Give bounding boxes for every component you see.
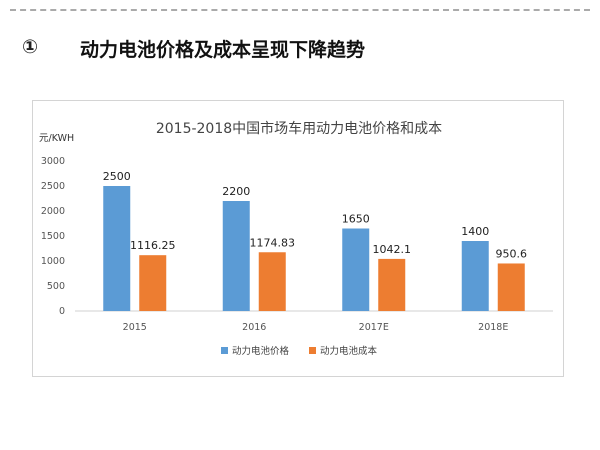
y-tick-label: 500 [47,281,65,292]
y-axis-unit: 元/KWH [39,133,74,144]
legend-swatch-cost [309,347,316,354]
y-tick-label: 3000 [41,156,65,167]
bar-cost-2016 [258,252,286,311]
data-label-cost-2016: 1174.83 [250,236,296,249]
bar-cost-2018E [497,263,525,311]
bar-price-2016 [222,201,250,311]
data-label-price-2018E: 1400 [461,225,489,238]
y-tick-label: 1000 [41,256,65,267]
legend-swatch-price [221,347,228,354]
bar-price-2018E [461,241,489,311]
slide-number: ① [22,36,39,58]
chart-frame: 2015-2018中国市场车用动力电池价格和成本 元/KWH 0 500 1000 1… [32,100,564,377]
data-label-cost-2018E: 950.6 [496,247,528,260]
data-label-price-2015: 2500 [103,170,131,183]
data-label-price-2017E: 1650 [342,213,370,226]
slide-heading: 动力电池价格及成本呈现下降趋势 [80,39,366,61]
bar-cost-2017E [378,258,406,311]
data-label-cost-2017E: 1042.1 [373,243,412,256]
x-category-label: 2018E [478,322,508,333]
y-tick-label: 1500 [41,231,65,242]
legend-label-price: 动力电池价格 [232,345,290,357]
bar-price-2017E [342,228,370,311]
y-tick-label: 2500 [41,181,65,192]
legend-label-cost: 动力电池成本 [320,345,378,357]
bar-cost-2015 [139,255,167,311]
bar-chart: 2015-2018中国市场车用动力电池价格和成本 元/KWH 0 500 1000 1… [39,120,553,357]
y-tick-label: 0 [59,306,65,317]
x-category-label: 2015 [123,322,147,333]
y-tick-label: 2000 [41,206,65,217]
chart-title: 2015-2018中国市场车用动力电池价格和成本 [156,120,442,137]
x-category-label: 2016 [242,322,266,333]
data-label-price-2016: 2200 [222,185,250,198]
data-label-cost-2015: 1116.25 [130,239,176,252]
x-category-label: 2017E [359,322,389,333]
top-dashed-divider [10,9,590,11]
bar-price-2015 [103,186,131,311]
